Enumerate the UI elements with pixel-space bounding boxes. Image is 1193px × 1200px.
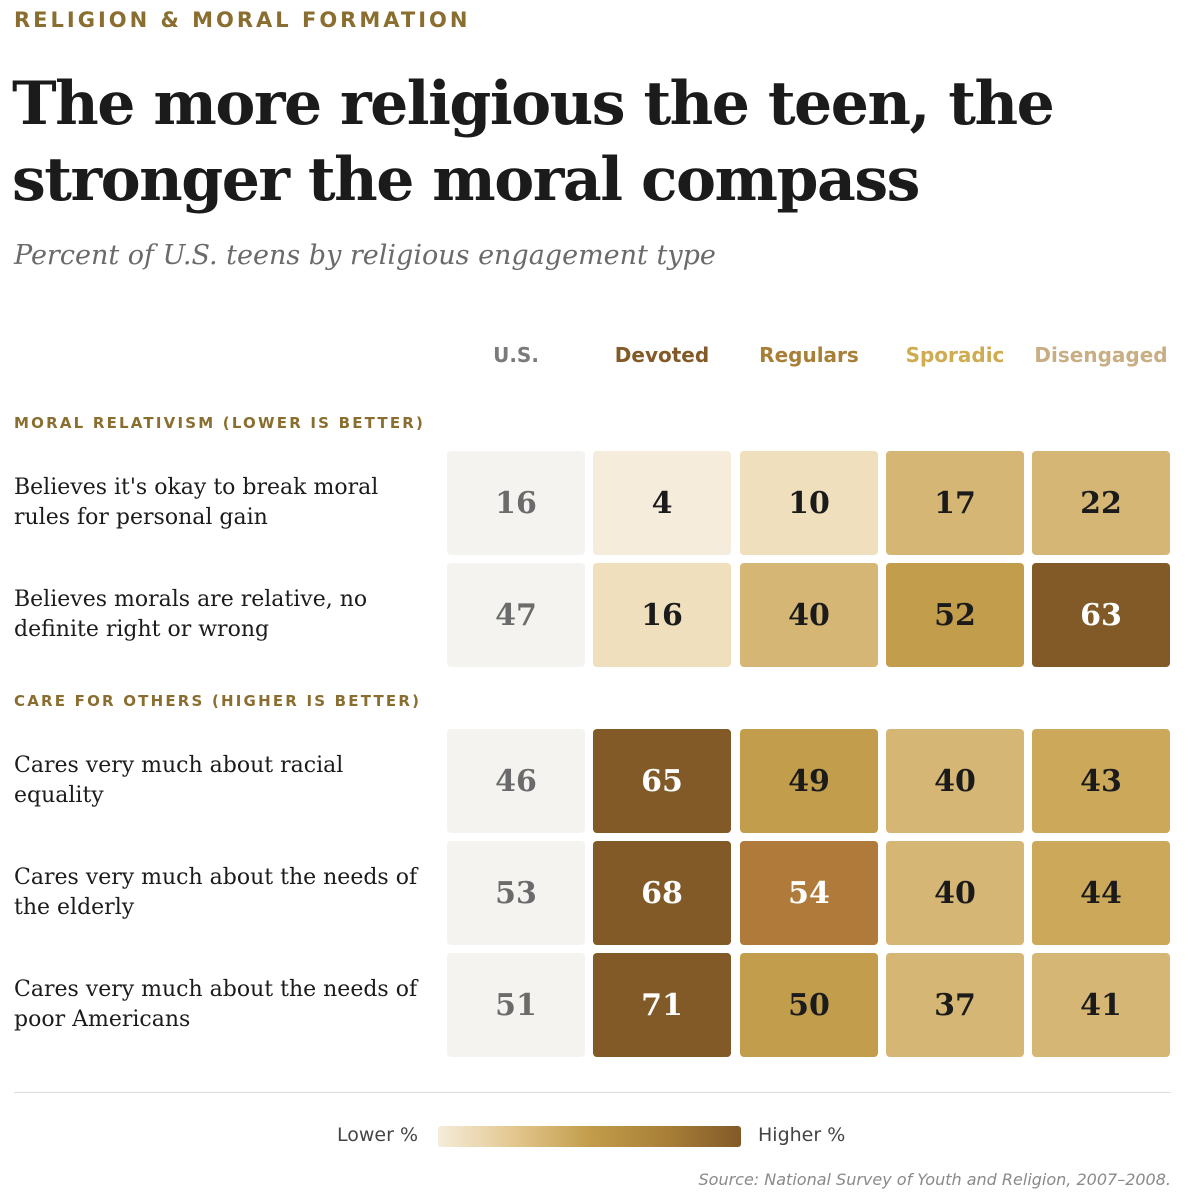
heatmap-cell-sporadic: 40 xyxy=(886,729,1024,833)
heatmap-cell-disengaged: 22 xyxy=(1032,451,1170,555)
heatmap-cell-u-s: 16 xyxy=(447,451,585,555)
heatmap-cell-sporadic: 17 xyxy=(886,451,1024,555)
heatmap-cell-disengaged: 63 xyxy=(1032,563,1170,667)
kicker: RELIGION & MORAL FORMATION xyxy=(14,8,471,32)
section-header: MORAL RELATIVISM (LOWER IS BETTER) xyxy=(14,414,426,432)
heatmap-cell-sporadic: 52 xyxy=(886,563,1024,667)
column-header-disengaged: Disengaged xyxy=(1034,343,1168,367)
heatmap-cell-devoted: 71 xyxy=(593,953,731,1057)
row-label: Cares very much about the needs of poor … xyxy=(14,977,418,1032)
chart-title: The more religious the teen, the stronge… xyxy=(12,69,1055,215)
heatmap-cell-sporadic: 40 xyxy=(886,841,1024,945)
heatmap-cell-devoted: 65 xyxy=(593,729,731,833)
column-header-regulars: Regulars xyxy=(759,343,859,367)
heatmap-cell-disengaged: 41 xyxy=(1032,953,1170,1057)
heatmap-cell-u-s: 53 xyxy=(447,841,585,945)
row-label: Cares very much about the needs of the e… xyxy=(14,865,418,920)
heatmap-cell-disengaged: 43 xyxy=(1032,729,1170,833)
heatmap-cell-u-s: 51 xyxy=(447,953,585,1057)
source-note: Source: National Survey of Youth and Rel… xyxy=(698,1170,1172,1189)
column-header-devoted: Devoted xyxy=(614,343,710,367)
heatmap-cell-regulars: 40 xyxy=(740,563,878,667)
heatmap-cell-disengaged: 44 xyxy=(1032,841,1170,945)
heatmap-cell-regulars: 54 xyxy=(740,841,878,945)
heatmap-cell-u-s: 46 xyxy=(447,729,585,833)
heatmap-cell-regulars: 50 xyxy=(740,953,878,1057)
column-header-sporadic: Sporadic xyxy=(905,343,1005,367)
column-header-u-s: U.S. xyxy=(493,343,539,367)
heatmap-cell-devoted: 68 xyxy=(593,841,731,945)
row-label: Believes it's okay to break moral rules … xyxy=(14,475,379,530)
heatmap-cell-regulars: 10 xyxy=(740,451,878,555)
legend-gradient-bar xyxy=(438,1126,741,1147)
row-label: Believes morals are relative, no definit… xyxy=(14,587,368,642)
legend-high-label: Higher % xyxy=(758,1124,846,1146)
heatmap-cell-devoted: 4 xyxy=(593,451,731,555)
heatmap-cell-devoted: 16 xyxy=(593,563,731,667)
heatmap-cell-sporadic: 37 xyxy=(886,953,1024,1057)
divider xyxy=(14,1092,1171,1093)
heatmap-cell-u-s: 47 xyxy=(447,563,585,667)
row-label: Cares very much about racial equality xyxy=(14,753,344,808)
section-header: CARE FOR OTHERS (HIGHER IS BETTER) xyxy=(14,692,422,710)
legend-low-label: Lower % xyxy=(336,1124,418,1146)
heatmap-cell-regulars: 49 xyxy=(740,729,878,833)
chart-subtitle: Percent of U.S. teens by religious engag… xyxy=(14,240,716,271)
